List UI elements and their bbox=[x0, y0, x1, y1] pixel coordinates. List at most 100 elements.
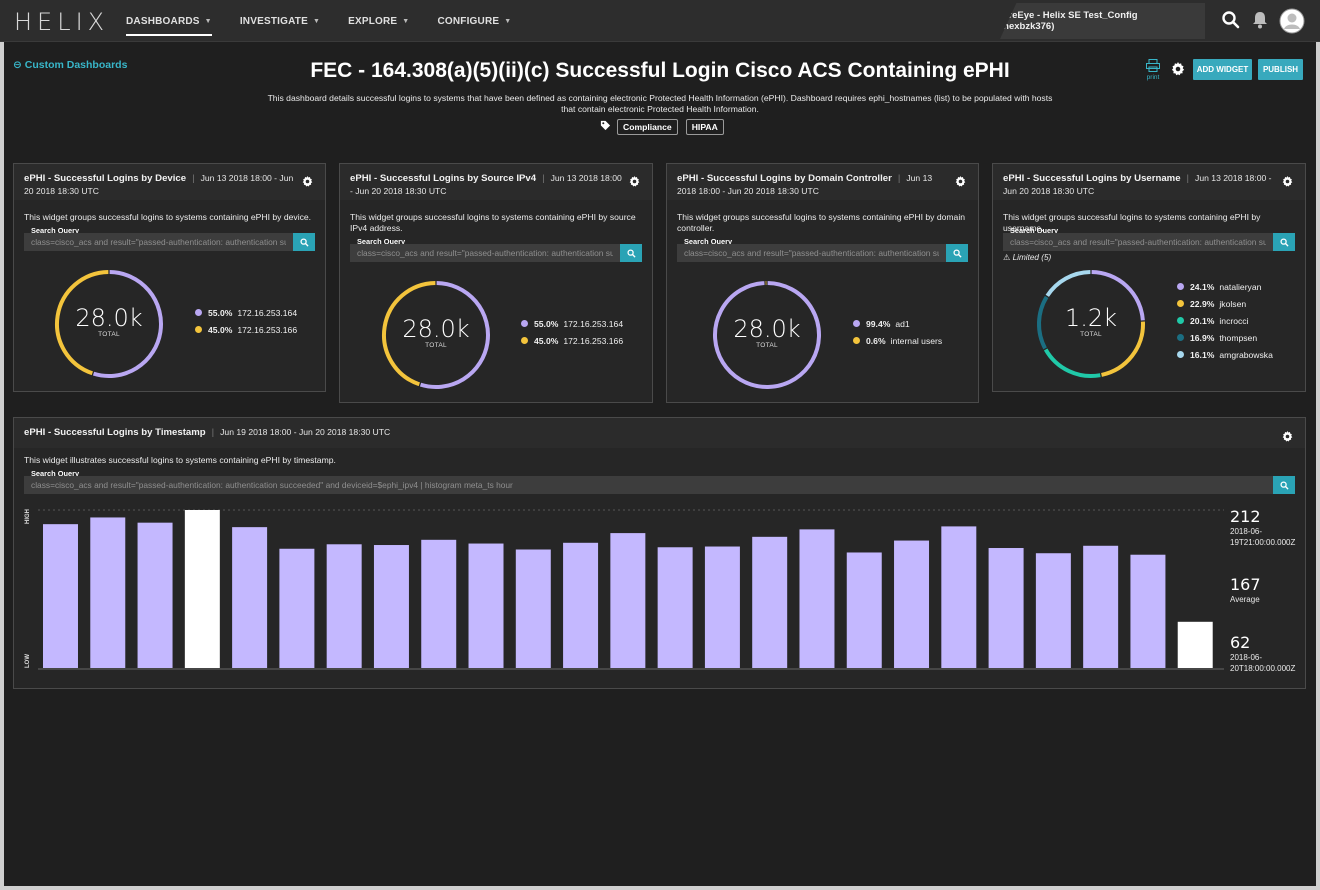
histogram-bar[interactable] bbox=[704, 546, 740, 668]
search-query-row bbox=[24, 476, 1295, 494]
widget-description: This widget groups successful logins to … bbox=[1003, 212, 1261, 233]
search-icon[interactable] bbox=[1273, 233, 1295, 251]
widget-title: ePHI - Successful Logins by Device | Jun 1… bbox=[24, 173, 294, 196]
legend-item[interactable]: 16.9% thompsen bbox=[1177, 329, 1273, 346]
donut-chart bbox=[1037, 270, 1145, 378]
donut-segment-incrocci[interactable] bbox=[1043, 348, 1101, 378]
nav-dashboards[interactable]: DASHBOARDS ▼ bbox=[118, 0, 220, 42]
top-navigation-bar: HELIX DASHBOARDS ▼ INVESTIGATE ▼ EXPLORE ▼ … bbox=[0, 0, 1320, 42]
main-nav: DASHBOARDS ▼ INVESTIGATE ▼ EXPLORE ▼ CONFIG… bbox=[118, 0, 531, 42]
search-icon[interactable] bbox=[1221, 10, 1243, 32]
histogram-bar[interactable] bbox=[43, 524, 78, 668]
search-query-input[interactable] bbox=[24, 476, 1273, 494]
histogram-bar[interactable] bbox=[1177, 621, 1213, 668]
histogram-bar[interactable] bbox=[752, 536, 788, 668]
donut-legend: 55.0% 172.16.253.164 45.0% 172.16.253.166 bbox=[521, 315, 623, 349]
user-avatar-icon[interactable] bbox=[1279, 8, 1305, 34]
histogram-bar[interactable] bbox=[232, 527, 268, 668]
search-icon[interactable] bbox=[946, 244, 968, 262]
donut-segment-ad1[interactable] bbox=[713, 281, 821, 389]
publish-button[interactable]: PUBLISH bbox=[1258, 59, 1303, 80]
legend-item[interactable]: 20.1% incrocci bbox=[1177, 312, 1273, 329]
widget-title: ePHI - Successful Logins by Username | Jun… bbox=[1003, 173, 1272, 196]
tenant-selector[interactable]: FireEye - Helix SE Test_Config (hexbzk37… bbox=[1000, 3, 1205, 39]
histogram-bar[interactable] bbox=[515, 549, 551, 669]
search-icon[interactable] bbox=[293, 233, 315, 251]
circle-arrow-left-icon: ⊖ bbox=[13, 59, 22, 71]
page-description: This dashboard details successful logins… bbox=[267, 93, 1053, 114]
search-query-input[interactable] bbox=[24, 233, 293, 251]
search-query-label: Search Query bbox=[31, 469, 80, 478]
helix-logo[interactable]: HELIX bbox=[14, 8, 110, 36]
search-query-label: Search Query bbox=[31, 226, 80, 235]
widget-settings-gear-icon[interactable] bbox=[1282, 174, 1293, 192]
legend-item[interactable]: 45.0% 172.16.253.166 bbox=[195, 321, 297, 338]
legend-item[interactable]: 55.0% 172.16.253.164 bbox=[521, 315, 623, 332]
histogram-bar[interactable] bbox=[941, 526, 977, 668]
search-icon[interactable] bbox=[1273, 476, 1295, 494]
histogram-bar[interactable] bbox=[1035, 553, 1071, 668]
dashboard-settings-gear-icon[interactable] bbox=[1171, 62, 1185, 81]
donut-chart bbox=[713, 281, 821, 389]
nav-configure[interactable]: CONFIGURE ▼ bbox=[437, 15, 512, 27]
tag-compliance[interactable]: Compliance bbox=[617, 119, 678, 135]
histogram-bar[interactable] bbox=[894, 540, 930, 668]
donut-segment-jkolsen[interactable] bbox=[1101, 321, 1145, 377]
widget-settings-gear-icon[interactable] bbox=[302, 174, 313, 192]
donut-segment-172.16.253.164[interactable] bbox=[419, 281, 490, 389]
legend-item[interactable]: 45.0% 172.16.253.166 bbox=[521, 332, 623, 349]
donut-segment-natalieryan[interactable] bbox=[1091, 270, 1145, 321]
bell-icon[interactable] bbox=[1250, 10, 1272, 32]
widget-settings-gear-icon[interactable] bbox=[955, 174, 966, 192]
custom-dashboards-link[interactable]: ⊖ Custom Dashboards bbox=[13, 59, 128, 71]
legend-item[interactable]: 24.1% natalieryan bbox=[1177, 278, 1273, 295]
page-title: FEC - 164.308(a)(5)(ii)(c) Successful Lo… bbox=[310, 59, 1010, 82]
histogram-bar[interactable] bbox=[846, 552, 882, 668]
print-button[interactable]: print bbox=[1142, 59, 1164, 81]
histogram-bar[interactable] bbox=[184, 510, 220, 668]
donut-segment-172.16.253.166[interactable] bbox=[382, 281, 436, 387]
search-query-input[interactable] bbox=[677, 244, 946, 262]
search-query-input[interactable] bbox=[350, 244, 620, 262]
histogram-bar[interactable] bbox=[563, 542, 599, 668]
histogram-bar[interactable] bbox=[799, 529, 835, 668]
histogram-bar[interactable] bbox=[657, 547, 693, 668]
search-query-row bbox=[1003, 233, 1295, 251]
histogram-bar[interactable] bbox=[610, 533, 646, 668]
legend-item[interactable]: 99.4% ad1 bbox=[853, 315, 942, 332]
search-query-label: Search Query bbox=[357, 237, 406, 246]
legend-item[interactable]: 0.6% internal users bbox=[853, 332, 942, 349]
histogram-bar[interactable] bbox=[137, 522, 173, 668]
histogram-bar[interactable] bbox=[468, 543, 504, 668]
histogram-bar[interactable] bbox=[326, 544, 362, 668]
widget-title: ePHI - Successful Logins by Source IPv4 |… bbox=[350, 173, 622, 196]
histogram-bar[interactable] bbox=[373, 545, 409, 668]
donut-total: 28.0k TOTAL bbox=[402, 315, 470, 349]
donut-segment-172.16.253.164[interactable] bbox=[92, 270, 163, 378]
donut-segment-amgrabowska[interactable] bbox=[1045, 270, 1091, 297]
donut-segment-172.16.253.166[interactable] bbox=[55, 270, 109, 376]
widget-by-device: ePHI - Successful Logins by Device | Jun 1… bbox=[13, 163, 326, 392]
histogram-bar[interactable] bbox=[1083, 545, 1119, 668]
histogram-bar[interactable] bbox=[421, 539, 457, 668]
nav-investigate[interactable]: INVESTIGATE ▼ bbox=[239, 15, 321, 27]
chevron-down-icon: ▼ bbox=[504, 17, 512, 25]
widget-settings-gear-icon[interactable] bbox=[1282, 429, 1293, 447]
widget-description: This widget illustrates successful login… bbox=[24, 455, 336, 465]
nav-explore[interactable]: EXPLORE ▼ bbox=[348, 15, 410, 27]
legend-item[interactable]: 16.1% amgrabowska bbox=[1177, 346, 1273, 363]
histogram-bar[interactable] bbox=[988, 548, 1024, 668]
axis-low-label: LOW bbox=[25, 654, 31, 668]
donut-segment-thompsen[interactable] bbox=[1037, 295, 1049, 350]
histogram-bar[interactable] bbox=[279, 548, 315, 668]
histogram-bar[interactable] bbox=[1130, 554, 1166, 668]
search-icon[interactable] bbox=[620, 244, 642, 262]
search-query-input[interactable] bbox=[1003, 233, 1273, 251]
legend-item[interactable]: 22.9% jkolsen bbox=[1177, 295, 1273, 312]
add-widget-button[interactable]: ADD WIDGET bbox=[1193, 59, 1252, 80]
legend-item[interactable]: 55.0% 172.16.253.164 bbox=[195, 304, 297, 321]
histogram-bar[interactable] bbox=[90, 517, 126, 668]
widget-description: This widget groups successful logins to … bbox=[350, 212, 636, 233]
widget-settings-gear-icon[interactable] bbox=[629, 174, 640, 192]
tag-hipaa[interactable]: HIPAA bbox=[685, 119, 724, 135]
